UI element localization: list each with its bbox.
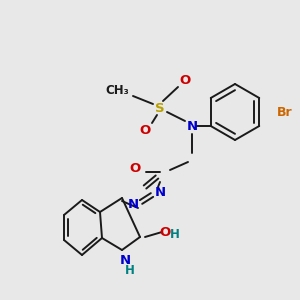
Text: CH₃: CH₃ [105, 83, 129, 97]
Text: H: H [170, 227, 180, 241]
Text: Br: Br [277, 106, 293, 118]
Text: O: O [159, 226, 171, 238]
Text: N: N [154, 185, 166, 199]
Text: O: O [179, 74, 191, 86]
Text: O: O [129, 161, 141, 175]
Text: N: N [186, 119, 198, 133]
Text: N: N [119, 254, 130, 266]
Text: O: O [140, 124, 151, 136]
Text: S: S [155, 101, 165, 115]
Text: N: N [128, 199, 139, 212]
Text: H: H [125, 263, 135, 277]
